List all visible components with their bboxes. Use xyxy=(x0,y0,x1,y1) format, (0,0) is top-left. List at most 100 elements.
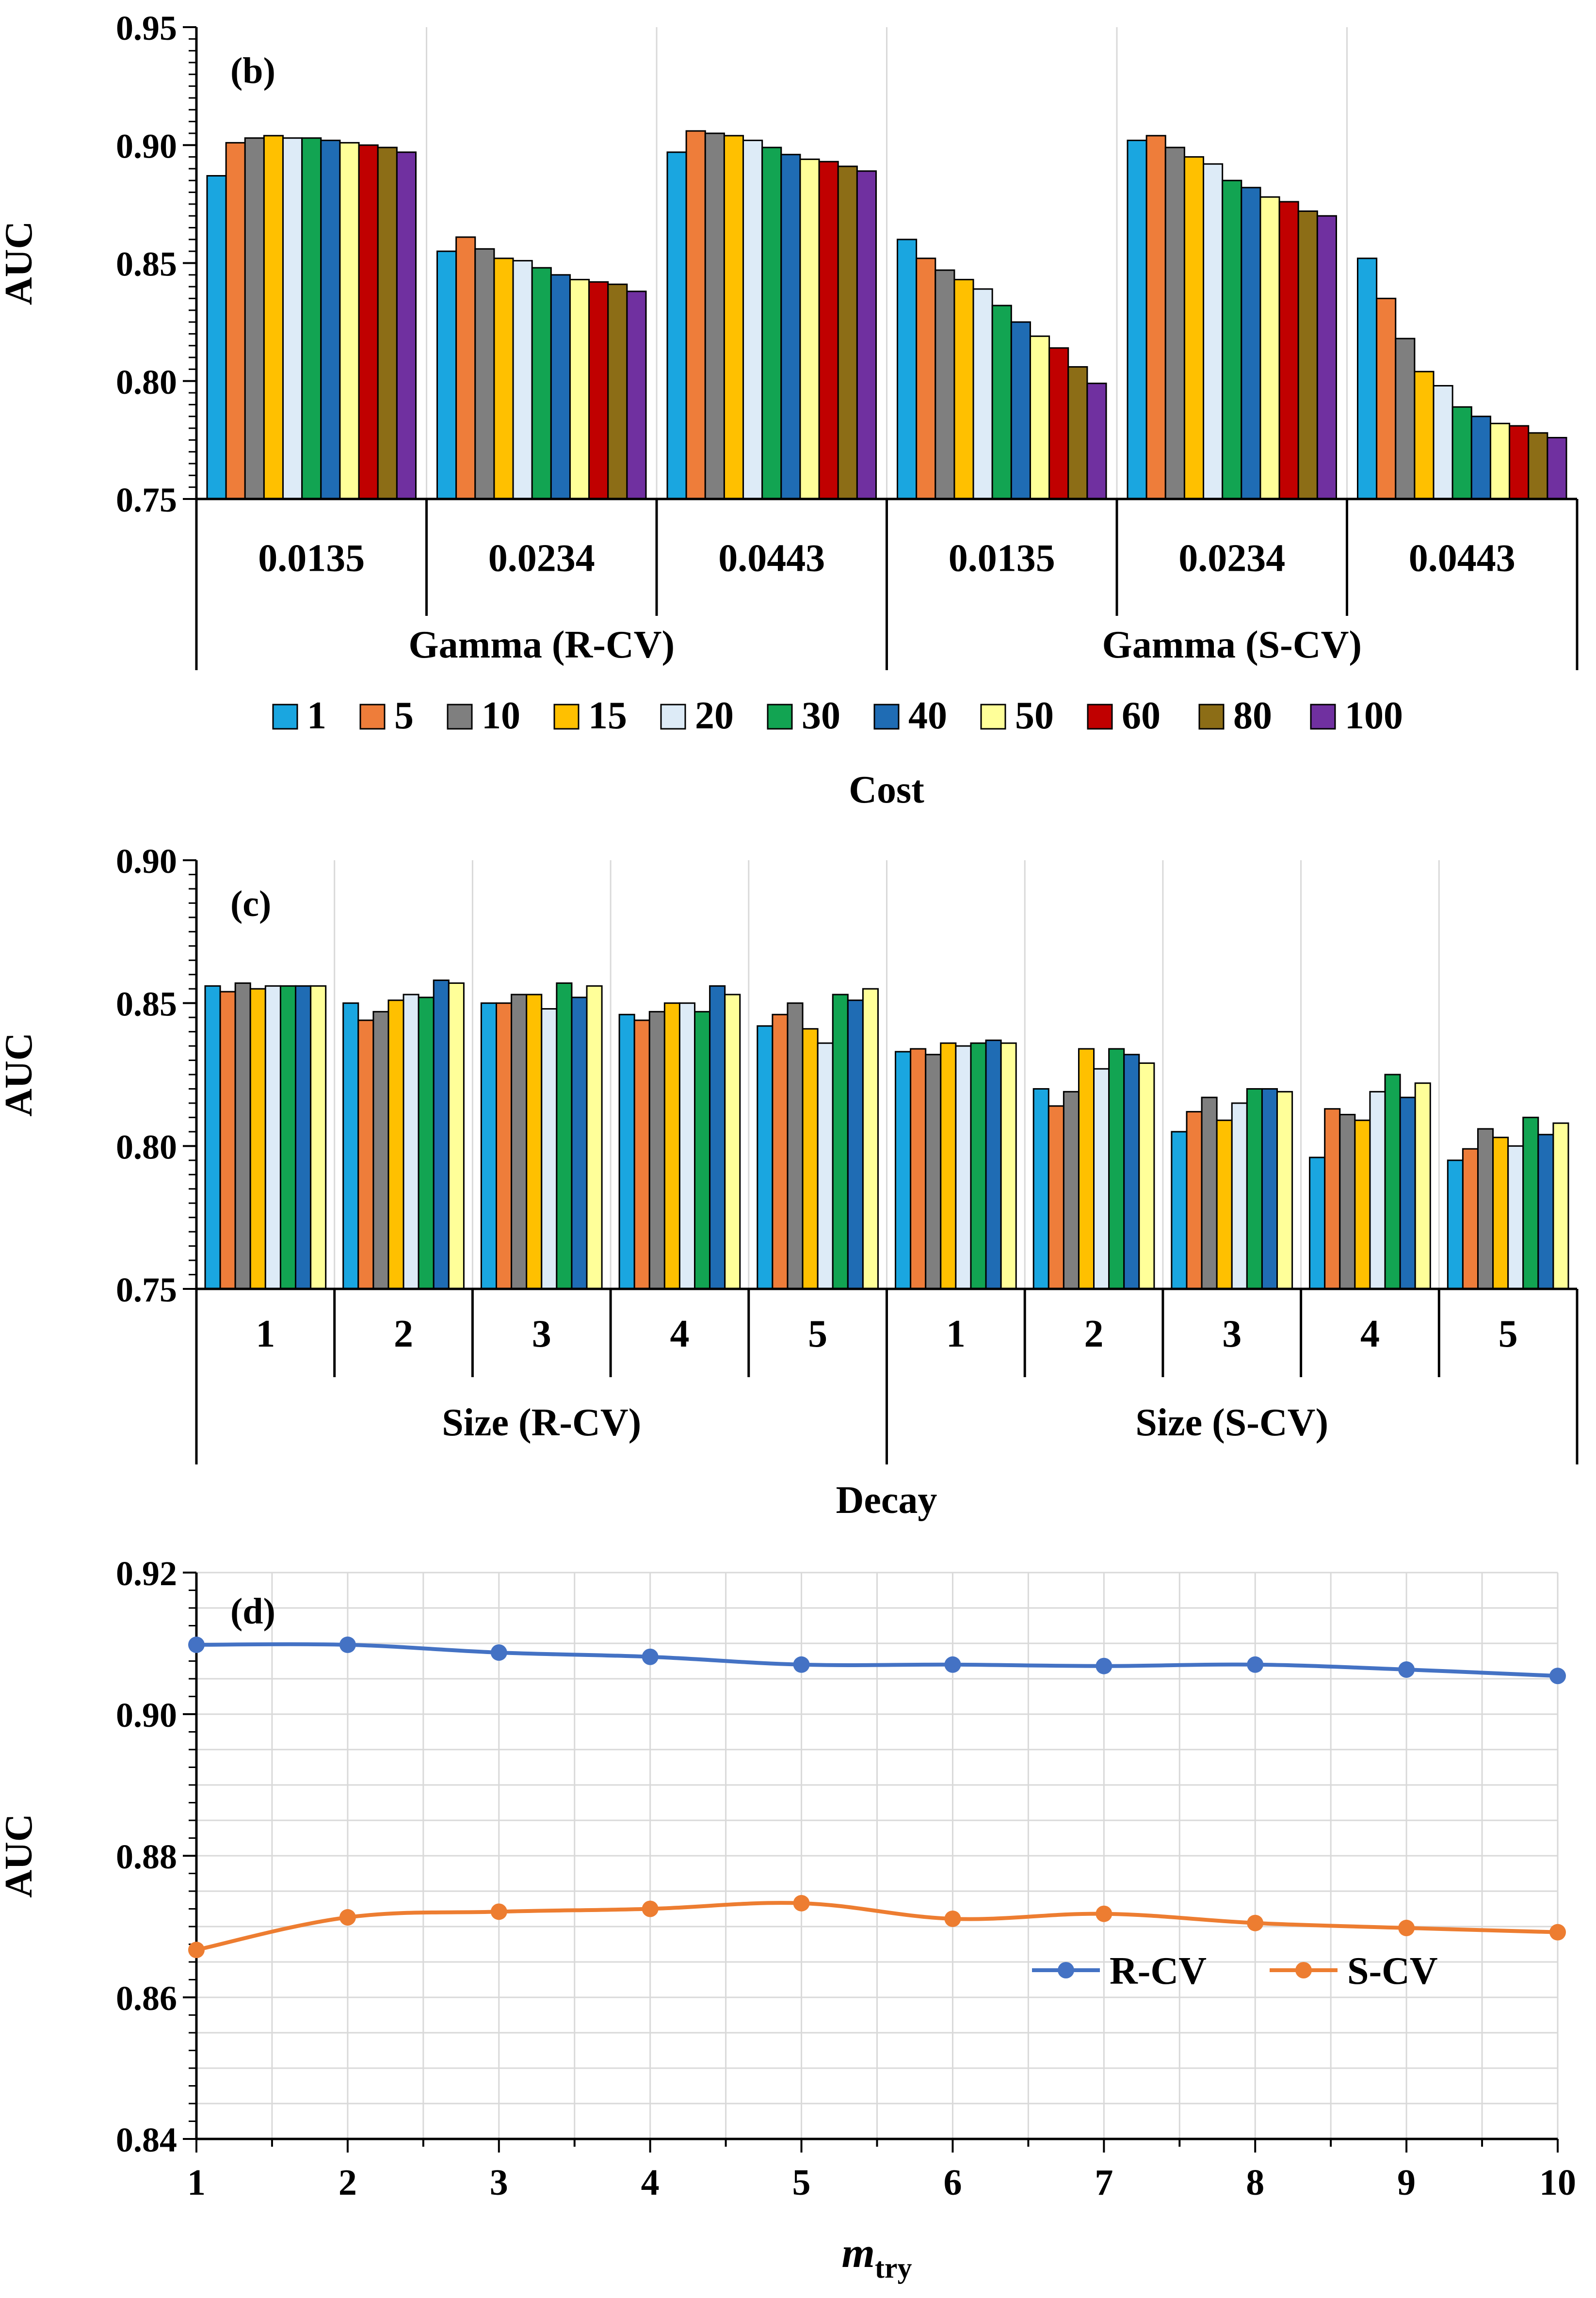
legend-label: R-CV xyxy=(1110,1950,1207,1993)
bar-cost-5-cat-6 xyxy=(910,1048,927,1290)
bar-cost-1-cat-2 xyxy=(436,250,457,500)
bar-cost-20-cat-4 xyxy=(972,288,993,500)
data-point-S-CV-4 xyxy=(642,1900,659,1917)
bar-cost-1-cat-1 xyxy=(206,175,227,500)
bar-cost-10-cat-8 xyxy=(1201,1096,1218,1290)
bar-cost-100-cat-6 xyxy=(1547,437,1567,500)
bar-cost-50-cat-3 xyxy=(586,985,603,1290)
x-tick-label: 10 xyxy=(1539,2162,1576,2203)
y-tick-label: 0.75 xyxy=(116,481,177,519)
bar-cost-40-cat-6 xyxy=(1470,416,1491,500)
bar-cost-5-cat-7 xyxy=(1048,1105,1064,1290)
bar-cost-40-cat-6 xyxy=(985,1039,1002,1290)
y-axis-title: AUC xyxy=(0,1814,40,1897)
bar-cost-10-cat-1 xyxy=(234,982,251,1290)
bar-cost-60-cat-3 xyxy=(818,161,839,500)
bar-cost-30-cat-6 xyxy=(1451,406,1472,500)
legend-label: 30 xyxy=(802,694,840,737)
series-line-S-CV xyxy=(196,1901,1558,1952)
bar-cost-15-cat-6 xyxy=(1414,370,1435,500)
bar-cost-40-cat-3 xyxy=(571,996,588,1290)
bar-cost-80-cat-2 xyxy=(607,283,628,500)
data-point-S-CV-8 xyxy=(1247,1914,1264,1931)
bar-cost-30-cat-2 xyxy=(531,267,552,500)
y-tick-label: 0.84 xyxy=(116,2121,177,2159)
bar-cost-20-cat-6 xyxy=(955,1045,972,1290)
bar-cost-40-cat-8 xyxy=(1261,1088,1278,1290)
bar-cost-30-cat-7 xyxy=(1108,1048,1125,1290)
x-tick-label: 3 xyxy=(490,2162,508,2203)
legend-marker-R-CV xyxy=(1058,1962,1074,1978)
bar-cost-1-cat-3 xyxy=(480,1002,497,1290)
legend-swatch-1 xyxy=(272,704,298,730)
legend-label: 15 xyxy=(588,694,627,737)
bar-cost-20-cat-1 xyxy=(282,137,303,500)
category-label: 0.0135 xyxy=(949,537,1055,580)
bar-cost-100-cat-5 xyxy=(1316,215,1337,500)
bar-cost-50-cat-6 xyxy=(1489,422,1511,500)
bar-cost-5-cat-8 xyxy=(1186,1111,1203,1290)
bar-cost-50-cat-10 xyxy=(1552,1122,1569,1290)
x-tick-label: 6 xyxy=(943,2162,962,2203)
legend-label: 50 xyxy=(1015,694,1054,737)
legend-label: 1 xyxy=(307,694,326,737)
legend-label: S-CV xyxy=(1347,1950,1438,1993)
y-tick-label: 0.90 xyxy=(116,1696,177,1735)
bar-cost-1-cat-7 xyxy=(1032,1088,1049,1290)
bar-cost-40-cat-1 xyxy=(320,140,341,500)
bar-cost-1-cat-8 xyxy=(1171,1131,1188,1290)
bar-cost-20-cat-5 xyxy=(817,1042,834,1290)
x-tick-label: 4 xyxy=(641,2162,660,2203)
group-label: Gamma (S-CV) xyxy=(1102,624,1362,666)
bar-cost-30-cat-3 xyxy=(556,982,573,1290)
bar-cost-15-cat-2 xyxy=(387,999,404,1290)
bar-cost-15-cat-8 xyxy=(1216,1119,1233,1290)
bar-cost-100-cat-3 xyxy=(856,170,877,500)
data-point-S-CV-10 xyxy=(1549,1924,1566,1941)
legend-title: Cost xyxy=(849,769,924,811)
bar-cost-10-cat-6 xyxy=(925,1054,942,1290)
group-label: Size (S-CV) xyxy=(1135,1401,1328,1444)
category-label: 3 xyxy=(532,1313,551,1355)
bar-cost-10-cat-5 xyxy=(787,1002,804,1290)
bar-cost-30-cat-1 xyxy=(279,985,297,1290)
y-tick-label: 0.85 xyxy=(116,985,177,1024)
bar-cost-1-cat-1 xyxy=(204,985,221,1290)
bar-cost-20-cat-7 xyxy=(1093,1068,1110,1290)
bar-cost-50-cat-5 xyxy=(1259,196,1280,500)
bar-cost-10-cat-3 xyxy=(511,994,528,1290)
bar-cost-1-cat-3 xyxy=(666,151,687,500)
bar-cost-100-cat-1 xyxy=(396,151,417,500)
bar-cost-1-cat-6 xyxy=(1357,257,1378,500)
bar-cost-80-cat-5 xyxy=(1297,210,1318,500)
bar-cost-15-cat-2 xyxy=(493,257,514,500)
legend-swatch-80 xyxy=(1198,704,1225,730)
bar-cost-40-cat-2 xyxy=(550,274,571,500)
data-point-R-CV-3 xyxy=(490,1644,507,1661)
bar-cost-50-cat-3 xyxy=(799,158,820,500)
legend-swatch-15 xyxy=(553,704,580,730)
bar-cost-30-cat-6 xyxy=(970,1042,987,1290)
data-point-S-CV-1 xyxy=(188,1942,205,1959)
legend-label: 5 xyxy=(394,694,414,737)
bar-cost-20-cat-4 xyxy=(678,1002,696,1290)
bar-cost-100-cat-2 xyxy=(626,290,647,500)
bar-cost-5-cat-1 xyxy=(225,142,246,500)
bar-cost-40-cat-1 xyxy=(295,985,312,1290)
y-axis-title: AUC xyxy=(0,1032,40,1116)
bar-cost-60-cat-2 xyxy=(588,281,609,500)
bar-cost-80-cat-6 xyxy=(1528,432,1548,500)
data-point-R-CV-7 xyxy=(1096,1657,1112,1674)
x-tick-label: 2 xyxy=(339,2162,357,2203)
bar-cost-50-cat-1 xyxy=(310,985,327,1290)
x-tick-label: 7 xyxy=(1095,2162,1113,2203)
legend-label: 40 xyxy=(908,694,947,737)
category-label: 0.0135 xyxy=(258,537,365,580)
bar-cost-30-cat-4 xyxy=(991,305,1012,500)
legend-swatch-10 xyxy=(447,704,473,730)
bar-cost-50-cat-2 xyxy=(569,279,590,500)
bar-cost-50-cat-8 xyxy=(1276,1091,1293,1290)
bar-cost-30-cat-10 xyxy=(1522,1116,1539,1290)
bar-cost-1-cat-4 xyxy=(897,239,918,500)
data-point-S-CV-9 xyxy=(1398,1919,1415,1936)
